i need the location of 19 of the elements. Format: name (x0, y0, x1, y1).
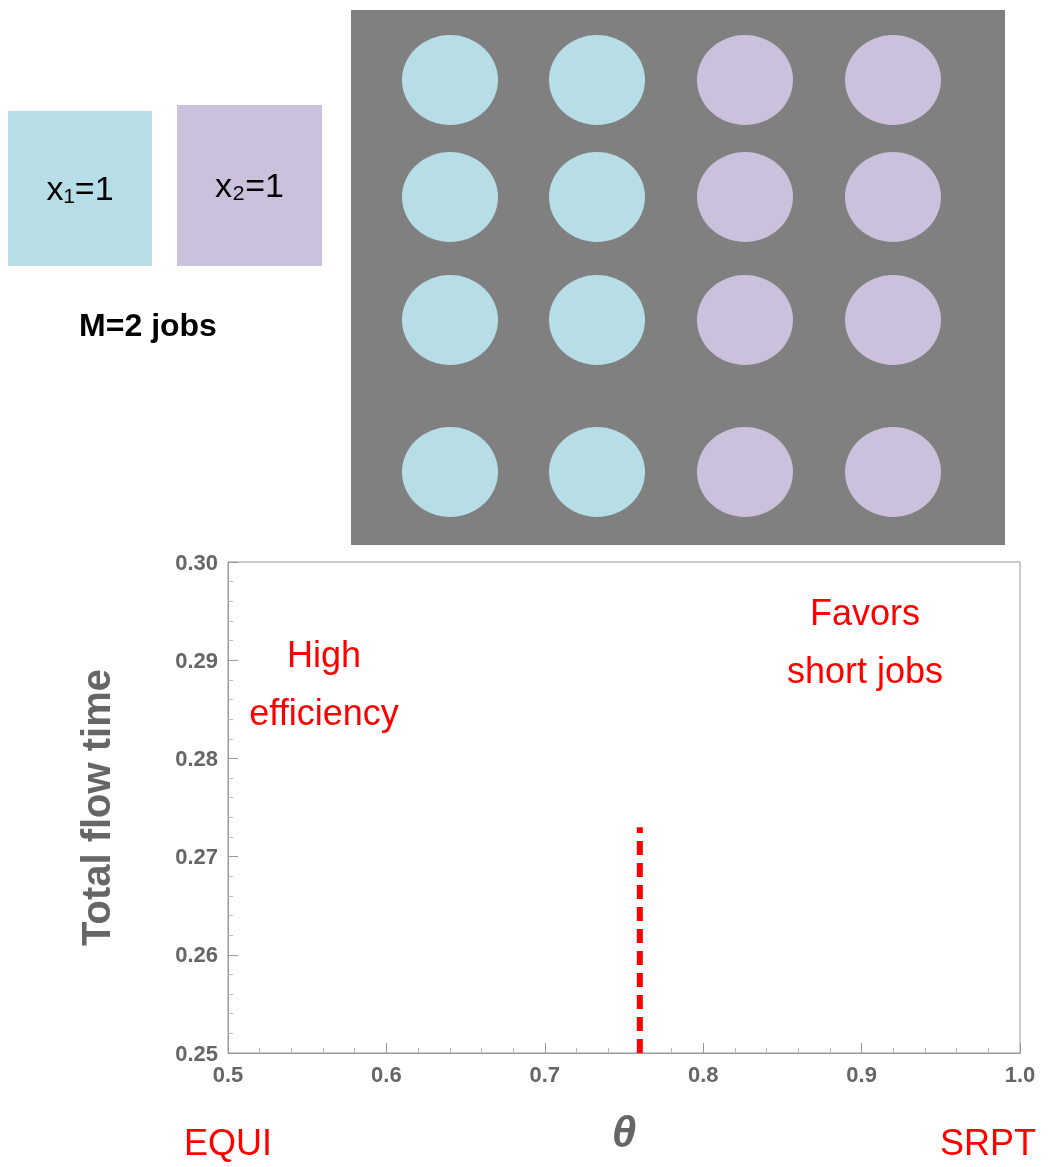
x-tick-label: 1.0 (1004, 1061, 1036, 1087)
x-tick-label: 0.6 (371, 1061, 402, 1087)
y-tick-label: 0.28 (175, 745, 218, 771)
square-swatch: x₂=1 (177, 105, 322, 266)
y-tick-label: 0.26 (175, 942, 218, 968)
annotation: Favors short jobs (785, 591, 945, 693)
y-axis-title: Total flow time (74, 668, 118, 947)
x-tick-label: 0.8 (687, 1061, 719, 1087)
x-axis-title: θ (611, 1106, 637, 1156)
text: SRPT (939, 1121, 1036, 1165)
text: M=2 jobs (79, 306, 217, 345)
square-swatch: x₁=1 (8, 111, 152, 266)
annotation: High efficiency (248, 633, 400, 735)
x-tick-label: 0.9 (846, 1061, 877, 1087)
y-tick-label: 0.27 (175, 844, 218, 870)
x-tick-label: 0.7 (529, 1061, 561, 1087)
text: EQUI (183, 1121, 272, 1165)
y-tick-label: 0.29 (175, 647, 218, 673)
y-tick-label: 0.30 (175, 549, 218, 575)
